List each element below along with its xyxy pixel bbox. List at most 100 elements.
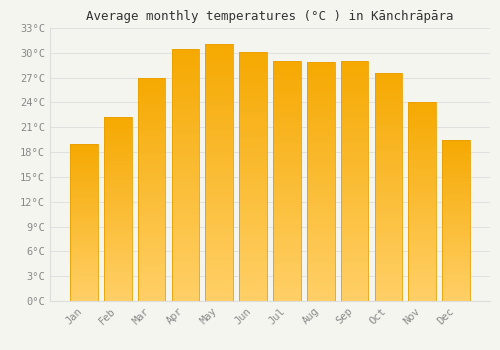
Bar	[340, 248, 368, 253]
Bar	[340, 282, 368, 287]
Bar	[104, 150, 132, 154]
Bar	[273, 95, 301, 99]
Bar	[172, 291, 200, 296]
Bar	[340, 95, 368, 99]
Bar	[340, 219, 368, 224]
Bar	[138, 274, 166, 279]
Bar	[442, 140, 470, 143]
Bar	[172, 69, 200, 74]
Bar	[442, 204, 470, 208]
Bar	[239, 136, 267, 142]
Bar	[273, 219, 301, 224]
Bar	[340, 277, 368, 282]
Bar	[273, 234, 301, 239]
Bar	[408, 297, 436, 301]
Bar	[70, 260, 98, 263]
Bar	[138, 256, 166, 261]
Title: Average monthly temperatures (°C ) in Kānchrāpāra: Average monthly temperatures (°C ) in Kā…	[86, 10, 454, 23]
Bar	[374, 105, 402, 109]
Bar	[307, 129, 334, 134]
Bar	[307, 153, 334, 158]
Bar	[104, 228, 132, 231]
Bar	[138, 283, 166, 288]
Bar	[307, 263, 334, 267]
Bar	[239, 296, 267, 301]
Bar	[206, 49, 233, 54]
Bar	[374, 109, 402, 114]
Bar	[138, 270, 166, 274]
Bar	[340, 234, 368, 239]
Bar	[172, 185, 200, 190]
Bar	[104, 202, 132, 205]
Bar	[172, 170, 200, 175]
Bar	[307, 292, 334, 296]
Bar	[307, 229, 334, 234]
Bar	[104, 209, 132, 213]
Bar	[273, 239, 301, 243]
Bar	[408, 181, 436, 186]
Bar	[138, 212, 166, 216]
Bar	[104, 250, 132, 253]
Bar	[70, 235, 98, 238]
Bar	[374, 150, 402, 155]
Bar	[239, 112, 267, 117]
Bar	[273, 114, 301, 119]
Bar	[374, 278, 402, 283]
Bar	[138, 162, 166, 167]
Bar	[138, 216, 166, 220]
Bar	[307, 277, 334, 282]
Bar	[307, 124, 334, 129]
Bar	[104, 180, 132, 183]
Bar	[172, 114, 200, 119]
Bar	[340, 104, 368, 109]
Bar	[408, 146, 436, 149]
Bar	[239, 187, 267, 191]
Bar	[273, 90, 301, 95]
Bar	[239, 226, 267, 231]
Bar	[138, 172, 166, 176]
Bar	[239, 87, 267, 92]
Bar	[442, 217, 470, 220]
Bar	[273, 186, 301, 191]
Bar	[138, 225, 166, 230]
Bar	[340, 195, 368, 200]
Bar	[70, 213, 98, 216]
Bar	[206, 116, 233, 121]
Bar	[374, 127, 402, 132]
Bar	[239, 122, 267, 127]
Bar	[442, 269, 470, 272]
Bar	[104, 191, 132, 195]
Bar	[239, 72, 267, 77]
Bar	[340, 61, 368, 66]
Bar	[138, 230, 166, 234]
Bar	[408, 138, 436, 141]
Bar	[138, 176, 166, 180]
Bar	[273, 195, 301, 200]
Bar	[374, 246, 402, 251]
Bar	[273, 143, 301, 147]
Bar	[239, 271, 267, 276]
Bar	[307, 244, 334, 248]
Bar	[340, 176, 368, 181]
Bar	[340, 181, 368, 186]
Bar	[442, 208, 470, 211]
Bar	[138, 265, 166, 270]
Bar	[408, 253, 436, 257]
Bar	[70, 185, 98, 188]
Bar	[307, 210, 334, 215]
Bar	[273, 80, 301, 85]
Bar	[408, 277, 436, 281]
Bar	[138, 104, 166, 109]
Bar	[138, 234, 166, 238]
Bar	[374, 96, 402, 100]
Bar	[340, 109, 368, 114]
Bar	[206, 270, 233, 275]
Bar	[104, 235, 132, 239]
Bar	[206, 203, 233, 208]
Bar	[138, 296, 166, 301]
Bar	[442, 298, 470, 301]
Bar	[442, 227, 470, 230]
Bar	[408, 153, 436, 158]
Bar	[307, 205, 334, 210]
Bar	[104, 294, 132, 298]
